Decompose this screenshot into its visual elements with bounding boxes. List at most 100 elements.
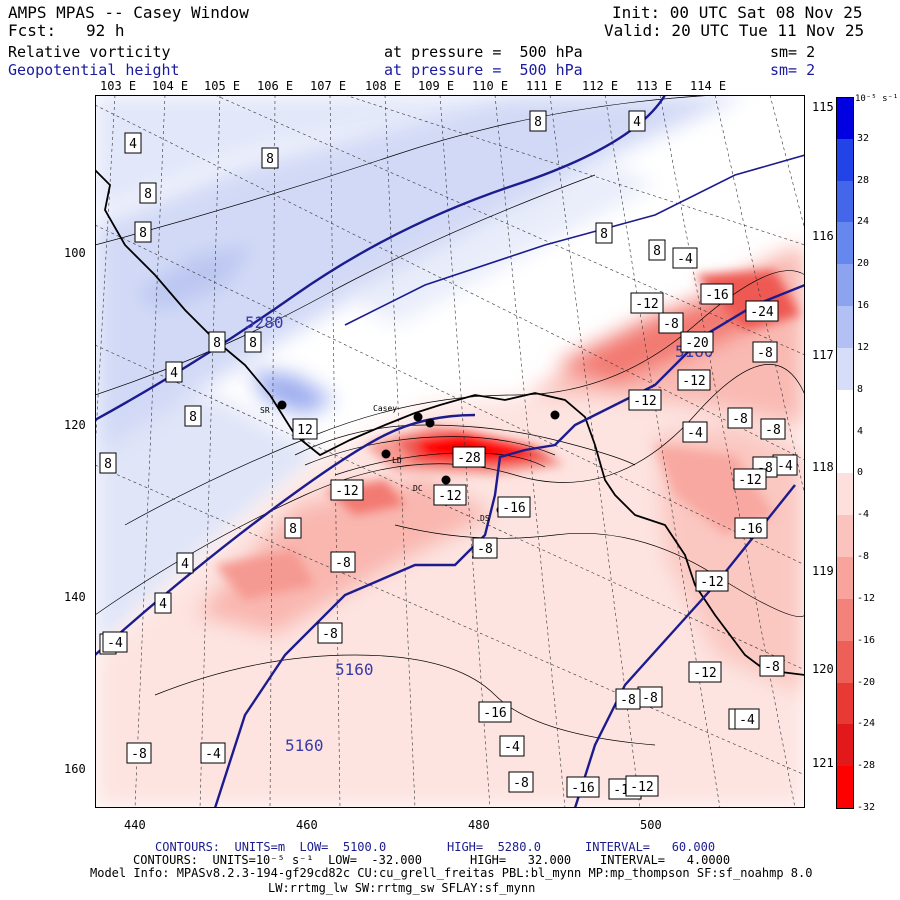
colorbar-swatch [836, 682, 853, 725]
height-contour-label: 5280 [245, 313, 284, 332]
svg-text:8: 8 [600, 227, 608, 242]
svg-text:-8: -8 [765, 423, 781, 438]
station-dc-marker[interactable] [441, 475, 451, 485]
vorticity-value-label: -4 [672, 247, 698, 269]
height-contour-label: 5160 [285, 736, 324, 755]
vorticity-value-label: -8 [330, 551, 356, 573]
colorbar-tick: 4 [857, 425, 864, 437]
svg-text:12: 12 [297, 423, 313, 438]
vorticity-value-label: -12 [695, 570, 729, 592]
height-contour-high: HIGH= 5280.0 [447, 840, 541, 854]
colorbar-tick: 0 [857, 467, 864, 479]
svg-text:-4: -4 [504, 740, 520, 755]
colorbar-tick: -32 [857, 802, 876, 813]
vorticity-value-label: -28 [452, 446, 486, 468]
colorbar-swatch [836, 389, 853, 433]
colorbar-tick: 12 [857, 341, 870, 353]
colorbar-swatch [836, 347, 853, 391]
vorticity-value-label: 4 [124, 132, 142, 154]
vorticity-value-label: -8 [472, 537, 498, 559]
colorbar-swatch [836, 724, 853, 767]
station-label: DS [480, 514, 490, 523]
y-tick-140: 140 [64, 590, 86, 604]
colorbar-tick: 24 [857, 216, 870, 228]
forecast-value: 92 h [86, 21, 125, 40]
svg-text:-8: -8 [764, 660, 780, 675]
vorticity-value-label: 4 [628, 110, 646, 132]
station-sr-marker[interactable] [277, 400, 287, 410]
top-lon-label: 106 E [257, 79, 294, 93]
svg-text:8: 8 [266, 152, 274, 167]
station-label: LD [392, 456, 402, 465]
vorticity-value-label: -8 [727, 407, 753, 429]
colorbar [836, 97, 854, 809]
svg-text:-8: -8 [322, 627, 338, 642]
field1-name: Relative vorticity [8, 43, 171, 61]
colorbar-tick: -16 [857, 634, 876, 646]
colorbar-tick: -24 [857, 718, 876, 730]
colorbar-swatch [836, 222, 853, 265]
svg-text:-12: -12 [693, 666, 716, 681]
field1-smoothing: sm= 2 [770, 43, 816, 61]
svg-text:4: 4 [129, 137, 137, 152]
init-time: Init: 00 UTC Sat 08 Nov 25 [612, 3, 863, 22]
svg-text:-8: -8 [513, 776, 529, 791]
svg-text:-12: -12 [700, 575, 723, 590]
svg-text:-12: -12 [738, 473, 761, 488]
svg-text:-4: -4 [205, 747, 221, 762]
x-tick-460: 460 [296, 818, 318, 832]
vorticity-value-label: -8 [658, 312, 684, 334]
colorbar-tick: -12 [857, 592, 876, 604]
vorticity-value-label: -4 [499, 735, 525, 757]
station-casey2-marker[interactable] [425, 418, 435, 428]
station-east-marker[interactable] [550, 410, 560, 420]
svg-text:8: 8 [189, 410, 197, 425]
svg-text:-28: -28 [457, 451, 480, 466]
top-lon-label: 107 E [310, 79, 347, 93]
station-ld-marker[interactable] [381, 449, 391, 459]
station-casey-marker[interactable] [413, 412, 423, 422]
vorticity-value-label: -8 [126, 742, 152, 764]
svg-text:8: 8 [249, 336, 257, 351]
vorticity-value-label: -12 [677, 369, 711, 391]
vorticity-value-label: 12 [292, 418, 318, 440]
svg-text:-4: -4 [777, 459, 793, 474]
vorticity-value-label: -8 [317, 622, 343, 644]
vorticity-value-label: 8 [244, 331, 262, 353]
svg-text:-24: -24 [750, 305, 774, 320]
station-label: SR [260, 406, 270, 415]
vorticity-value-label: -8 [752, 341, 778, 363]
colorbar-swatch [836, 264, 853, 307]
vorticity-value-label: -8 [637, 686, 663, 708]
colorbar-swatch [836, 138, 853, 182]
page-title: AMPS MPAS -- Casey Window [8, 3, 249, 22]
y-tick-160: 160 [64, 762, 86, 776]
lat-lon-grid [95, 95, 805, 808]
svg-text:-16: -16 [502, 501, 525, 516]
vorticity-value-label: 4 [165, 361, 183, 383]
svg-text:4: 4 [181, 557, 189, 572]
vorticity-value-label: -12 [688, 661, 722, 683]
field2-level: at pressure = 500 hPa [384, 61, 583, 79]
vort-contour-interval: INTERVAL= 4.0000 [600, 853, 731, 867]
svg-text:4: 4 [159, 597, 167, 612]
top-lon-label: 108 E [365, 79, 402, 93]
coastline [95, 169, 805, 676]
svg-text:-4: -4 [687, 426, 703, 441]
y-tick-100: 100 [64, 246, 86, 260]
colorbar-swatch [836, 557, 853, 600]
svg-text:-4: -4 [739, 713, 755, 728]
colorbar-swatch [836, 515, 853, 558]
top-lon-label: 109 E [418, 79, 455, 93]
vorticity-value-label: -12 [733, 468, 767, 490]
field2-name: Geopotential height [8, 61, 180, 79]
vorticity-value-label: -4 [772, 454, 798, 476]
svg-text:-12: -12 [335, 484, 358, 499]
vorticity-value-label: -8 [760, 418, 786, 440]
colorbar-tick: -28 [857, 760, 876, 772]
svg-text:8: 8 [104, 457, 112, 472]
vorticity-value-label: -4 [102, 631, 128, 653]
forecast-label: Fcst: [8, 21, 57, 40]
svg-text:-8: -8 [663, 317, 679, 332]
colorbar-tick: -8 [857, 551, 870, 563]
